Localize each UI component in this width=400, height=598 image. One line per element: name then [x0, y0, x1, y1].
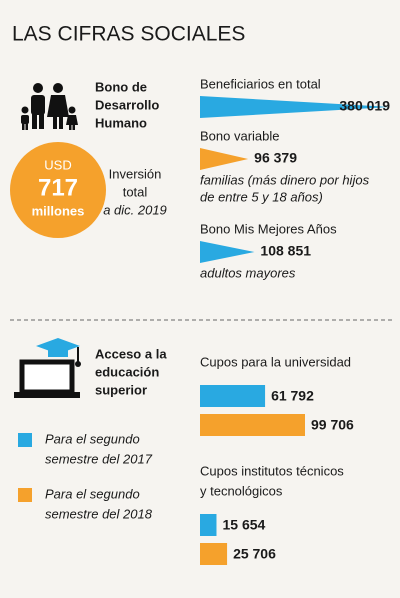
beneficiary-value: 380 019 [339, 98, 390, 114]
beneficiary-label: Bono variable [200, 128, 280, 143]
wedge [200, 241, 255, 263]
wedge [200, 96, 390, 118]
unit: millones [32, 203, 85, 218]
investment-circle [10, 142, 106, 238]
bar [200, 414, 305, 436]
beneficiary-value: 108 851 [260, 243, 311, 259]
bar-value: 25 706 [233, 546, 276, 562]
investment-note: Inversión [109, 166, 162, 181]
beneficiary-note: de entre 5 y 18 años) [200, 189, 323, 204]
group-label: Cupos para la universidad [200, 354, 351, 369]
bono-name: Humano [95, 115, 147, 130]
family-icon [21, 83, 78, 130]
wedge [200, 148, 249, 170]
group-label: Cupos institutos técnicos [200, 463, 344, 478]
investment-note: total [123, 184, 148, 199]
beneficiary-note: familias (más dinero por hijos [200, 172, 370, 187]
education-title: Acceso a la [95, 346, 167, 361]
legend-text: semestre del 2018 [45, 506, 153, 521]
beneficiary-label: Bono Mis Mejores Años [200, 221, 337, 236]
bar [200, 514, 217, 536]
investment-note: a dic. 2019 [103, 202, 167, 217]
education-title: superior [95, 382, 147, 397]
bono-name: Desarrollo [95, 97, 159, 112]
beneficiary-note: adultos mayores [200, 265, 296, 280]
legend-swatch [18, 488, 32, 502]
legend-text: semestre del 2017 [45, 451, 153, 466]
bar-value: 99 706 [311, 417, 354, 433]
bar-value: 61 792 [271, 388, 314, 404]
legend-text: Para el segundo [45, 431, 140, 446]
legend-swatch [18, 433, 32, 447]
amount: 717 [38, 174, 78, 201]
education-title: educación [95, 364, 159, 379]
group-label: y tecnológicos [200, 483, 283, 498]
legend-text: Para el segundo [45, 486, 140, 501]
bar [200, 385, 266, 407]
beneficiary-label: Beneficiarios en total [200, 76, 321, 91]
bar [200, 543, 228, 565]
beneficiary-value: 96 379 [254, 150, 297, 166]
currency: USD [44, 157, 71, 172]
laptop-icon [14, 338, 81, 398]
title: LAS CIFRAS SOCIALES [12, 23, 245, 46]
bono-name: Bono de [95, 79, 147, 94]
bar-value: 15 654 [222, 517, 265, 533]
